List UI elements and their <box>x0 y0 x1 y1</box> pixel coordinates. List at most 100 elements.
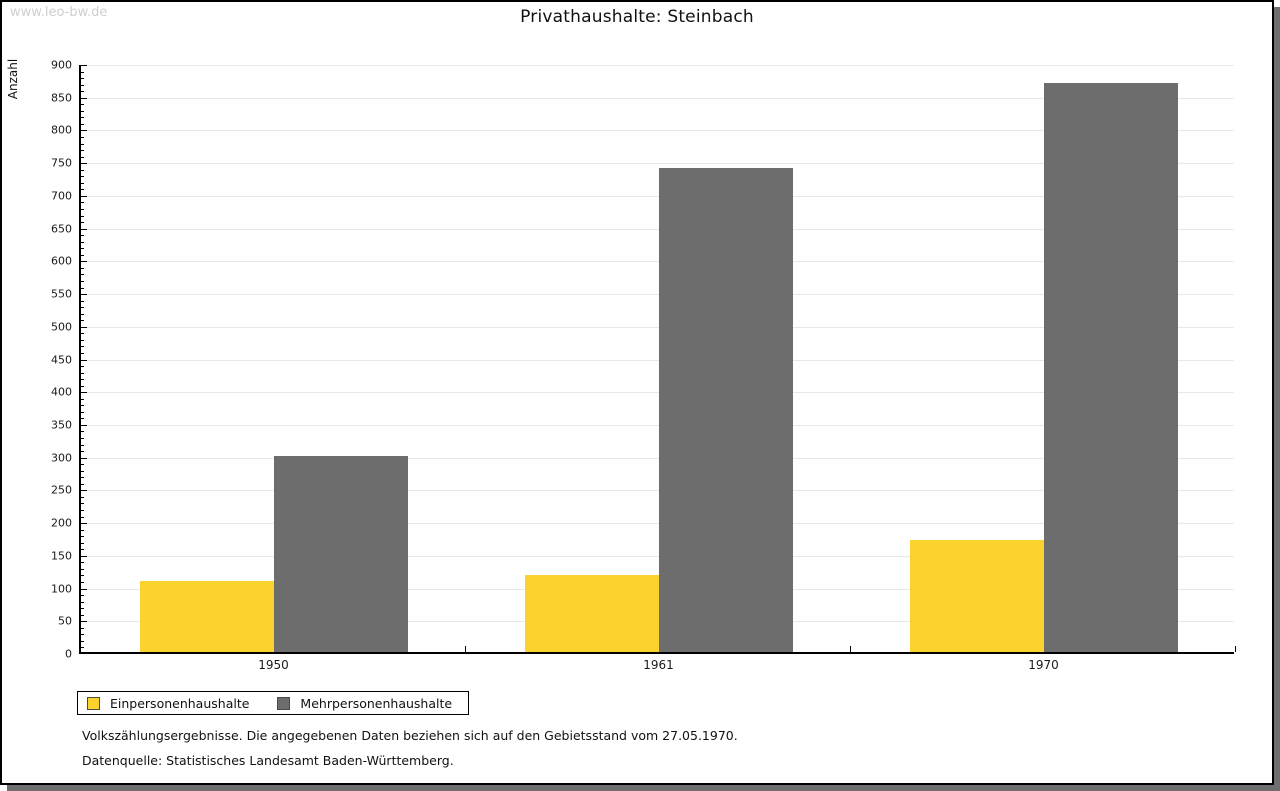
footer-note-data-source: Datenquelle: Statistisches Landesamt Bad… <box>82 753 454 768</box>
y-minor-tick <box>81 536 84 538</box>
y-minor-tick <box>81 549 84 551</box>
y-minor-tick <box>81 254 84 256</box>
chart-title: Privathaushalte: Steinbach <box>520 7 754 27</box>
footer-note-source-period: Volkszählungsergebnisse. Die angegebenen… <box>82 728 738 743</box>
legend-label: Mehrpersonenhaushalte <box>300 695 453 711</box>
y-major-tick <box>81 65 87 66</box>
y-minor-tick <box>81 208 84 210</box>
y-minor-tick <box>81 320 84 322</box>
y-minor-tick <box>81 182 84 184</box>
y-minor-tick <box>81 608 84 610</box>
y-minor-tick <box>81 352 84 354</box>
y-major-tick <box>81 555 87 557</box>
y-major-tick <box>81 261 87 263</box>
gridline <box>81 555 1234 557</box>
y-minor-tick <box>81 627 84 629</box>
y-tick-label: 0 <box>65 647 72 661</box>
y-minor-tick <box>81 366 84 368</box>
y-minor-tick <box>81 84 84 86</box>
y-minor-tick <box>81 431 84 433</box>
bar-mehrpersonenhaushalte-1950 <box>274 455 408 652</box>
y-major-tick <box>81 359 87 361</box>
y-tick-label: 50 <box>58 614 72 628</box>
y-minor-tick <box>81 136 84 138</box>
y-minor-tick <box>81 647 84 649</box>
y-minor-tick <box>81 464 84 466</box>
y-minor-tick <box>81 215 84 217</box>
y-tick-label: 600 <box>51 254 72 268</box>
y-minor-tick <box>81 470 84 472</box>
y-tick-label: 400 <box>51 385 72 399</box>
y-minor-tick <box>81 438 84 440</box>
y-major-tick <box>81 424 87 426</box>
x-tick-label: 1950 <box>258 658 289 672</box>
y-minor-tick <box>81 372 84 374</box>
y-minor-tick <box>81 267 84 269</box>
y-minor-tick <box>81 313 84 315</box>
y-tick-label: 250 <box>51 483 72 497</box>
gridline <box>81 228 1234 230</box>
y-tick-label: 300 <box>51 451 72 465</box>
y-tick-label: 550 <box>51 287 72 301</box>
y-major-tick <box>81 457 87 459</box>
y-minor-tick <box>81 287 84 289</box>
y-minor-tick <box>81 568 84 570</box>
y-minor-tick <box>81 444 84 446</box>
y-major-tick <box>81 163 87 165</box>
y-minor-tick <box>81 91 84 93</box>
y-axis-title: Anzahl <box>6 58 20 100</box>
watermark: www.leo-bw.de <box>10 5 108 20</box>
y-tick-label: 800 <box>51 123 72 137</box>
y-major-tick <box>81 228 87 230</box>
y-minor-tick <box>81 156 84 158</box>
y-tick-label: 350 <box>51 418 72 432</box>
bar-einpersonenhaushalte-1970 <box>910 540 1044 652</box>
y-minor-tick <box>81 235 84 237</box>
y-minor-tick <box>81 614 84 616</box>
gridline <box>81 163 1234 165</box>
y-minor-tick <box>81 202 84 204</box>
gridline <box>81 97 1234 99</box>
x-tick-label: 1961 <box>643 658 674 672</box>
y-minor-tick <box>81 451 84 453</box>
y-minor-tick <box>81 333 84 335</box>
x-tick-label: 1970 <box>1028 658 1059 672</box>
legend-label: Einpersonenhaushalte <box>110 695 250 711</box>
y-tick-label: 150 <box>51 549 72 563</box>
y-minor-tick <box>81 241 84 243</box>
gridline <box>81 359 1234 361</box>
legend-item-mehrpersonenhaushalte: Mehrpersonenhaushalte <box>277 696 452 711</box>
gridline <box>81 490 1234 492</box>
y-minor-tick <box>81 503 84 505</box>
y-minor-tick <box>81 418 84 420</box>
y-tick-label: 500 <box>51 320 72 334</box>
y-minor-tick <box>81 117 84 119</box>
y-minor-tick <box>81 496 84 498</box>
y-minor-tick <box>81 307 84 309</box>
bar-einpersonenhaushalte-1961 <box>525 575 659 652</box>
gridline <box>81 195 1234 197</box>
gridline <box>81 294 1234 296</box>
gridline <box>81 130 1234 132</box>
y-major-tick <box>81 523 87 525</box>
y-minor-tick <box>81 582 84 583</box>
gridline <box>81 392 1234 394</box>
y-minor-tick <box>81 516 84 518</box>
gridline <box>81 65 1234 66</box>
y-major-tick <box>81 588 87 590</box>
x-boundary-tick <box>465 646 466 652</box>
y-major-tick <box>81 392 87 394</box>
y-tick-label: 100 <box>51 582 72 596</box>
y-tick-label: 750 <box>51 156 72 170</box>
y-minor-tick <box>81 71 84 73</box>
y-minor-tick <box>81 280 84 282</box>
y-minor-tick <box>81 477 84 479</box>
bar-mehrpersonenhaushalte-1961 <box>659 167 793 652</box>
plot-area: 0 50 100 150 200 250 300 350 400 450 500 550 600 650 7… <box>51 59 1236 672</box>
gridline <box>81 326 1234 328</box>
y-minor-tick <box>81 634 84 636</box>
y-minor-tick <box>81 78 84 80</box>
y-major-tick <box>81 195 87 197</box>
